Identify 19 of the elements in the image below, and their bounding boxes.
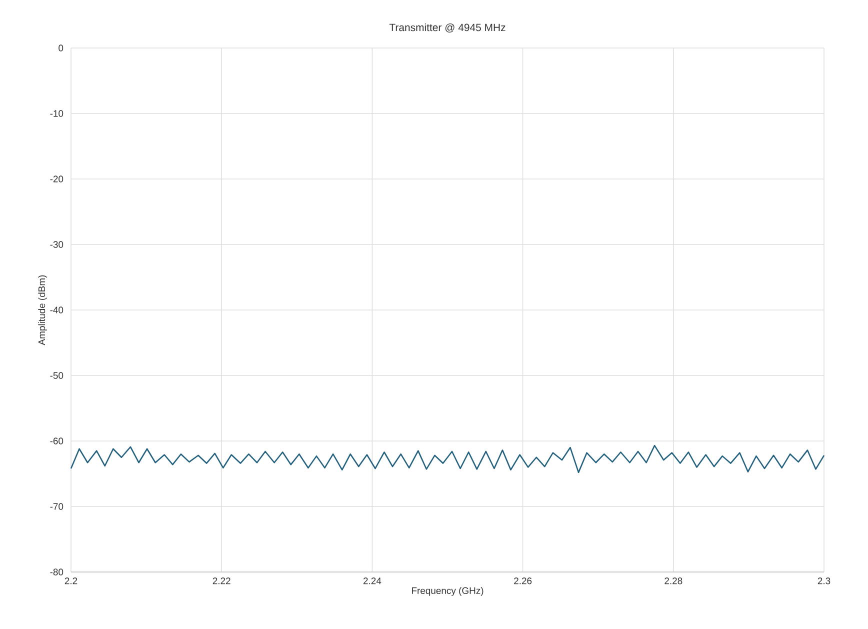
line-series bbox=[70, 444, 825, 474]
y-tick-label: -80 bbox=[50, 568, 64, 576]
y-tick-label: 0 bbox=[58, 44, 64, 52]
x-tick-label: 2.2 bbox=[64, 578, 78, 584]
x-tick-label: 2.26 bbox=[514, 578, 532, 584]
y-tick-label: -60 bbox=[50, 438, 64, 444]
chart-title: Transmitter @ 4945 MHz bbox=[389, 23, 506, 32]
x-tick-label: 2.24 bbox=[363, 578, 382, 584]
x-tick-label: 2.28 bbox=[664, 578, 682, 584]
y-tick-label: -70 bbox=[50, 503, 64, 510]
y-tick-label: -50 bbox=[50, 372, 64, 379]
y-tick-label: -40 bbox=[50, 306, 64, 314]
x-tick-label: 2.3 bbox=[818, 578, 830, 584]
y-tick-label: -20 bbox=[50, 176, 64, 182]
x-axis-title: Frequency (GHz) bbox=[412, 587, 484, 596]
y-tick-label: -30 bbox=[50, 241, 64, 248]
y-tick-label: -10 bbox=[50, 110, 64, 117]
x-tick-label: 2.22 bbox=[212, 578, 230, 584]
y-axis-title: Amplitude (dBm) bbox=[38, 275, 47, 346]
